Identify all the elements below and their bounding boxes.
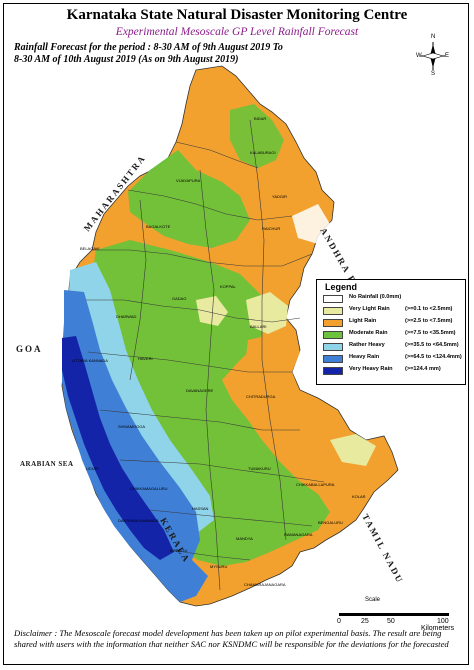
district-bidar: BIDAR: [254, 116, 266, 121]
map-frame: [3, 3, 469, 665]
compass-south: S: [431, 71, 436, 77]
scale-tick: 25: [361, 618, 369, 625]
legend-label: Rather Heavy: [349, 342, 385, 348]
legend-title: Legend: [325, 282, 358, 292]
scale-label: Scale: [365, 597, 381, 603]
zone-very-light-3: [330, 434, 376, 466]
zone-very-light-2: [196, 296, 228, 326]
district-ramanagara: RAMANAGARA: [284, 532, 313, 537]
page-title: Karnataka State Natural Disaster Monitor…: [66, 7, 408, 23]
zone-heavy: [62, 290, 208, 602]
legend-label: Very Light Rain: [349, 306, 390, 312]
label-arabian-sea: ARABIAN SEA: [20, 460, 74, 468]
zone-moderate-northeast: [230, 104, 284, 168]
legend-row: Heavy Rain (>=64.5 to <124.4mm): [323, 354, 463, 364]
legend-row: Very Heavy Rain (>=124.4 mm): [323, 366, 463, 376]
district-kalaburagi: KALABURAGI: [250, 150, 276, 155]
scale-unit: Kilometers: [421, 625, 455, 632]
district-uttara-kannada: UTTARA KANNADA: [72, 358, 108, 363]
district-dharwad: DHARWAD: [116, 314, 137, 319]
district-yadgir: YADGIR: [272, 194, 287, 199]
legend-label: Light Rain: [349, 318, 377, 324]
legend-row: No Rainfall (0.0mm): [323, 294, 463, 304]
district-hassan: HASSAN: [192, 506, 209, 511]
legend-range: (>=64.5 to <124.4mm): [405, 354, 462, 360]
scale-bar: Scale 0 25 50 100 Kilometers: [325, 597, 465, 635]
legend-range: (>=0.1 to <2.5mm): [405, 306, 453, 312]
forecast-period: Rainfall Forecast for the period : 8-30 …: [14, 42, 314, 66]
district-haveri: HAVERI: [138, 356, 153, 361]
legend-range: (>=7.5 to <35.5mm): [405, 330, 456, 336]
district-udupi: UDUPI: [86, 466, 98, 471]
district-chitradurga: CHITRADURGA: [246, 394, 276, 399]
legend-label: Heavy Rain: [349, 354, 380, 360]
legend: Legend No Rainfall (0.0mm) Very Light Ra…: [316, 279, 466, 385]
compass-north: N: [431, 34, 436, 40]
district-kolar: KOLAR: [352, 494, 366, 499]
district-chamarajanagara: CHAMARAJANAGARA: [244, 582, 286, 587]
legend-swatch: [323, 355, 343, 363]
district-bengaluru: BENGALURU: [318, 520, 343, 525]
district-boundaries: [86, 119, 325, 591]
zone-very-light-4: [292, 204, 330, 244]
label-tamil-nadu: TAMIL NADU: [360, 512, 405, 585]
legend-range: (>=2.5 to <7.5mm): [405, 318, 453, 324]
legend-swatch: [323, 343, 343, 351]
district-mysuru: MYSURU: [210, 564, 227, 569]
district-shivamogga: SHIVAMOGGA: [118, 424, 145, 429]
district-vijayapura: VIJAYAPURA: [176, 178, 201, 183]
scale-tick: 100: [437, 618, 449, 625]
district-kodagu: KODAGU: [170, 548, 187, 553]
page-subtitle: Experimental Mesoscale GP Level Rainfall…: [115, 26, 359, 38]
scale-bar-line: [339, 613, 449, 616]
district-tumakuru: TUMAKURU: [248, 466, 271, 471]
district-chikkaballapura: CHIKKABALLAPURA: [296, 482, 335, 487]
legend-swatch: [323, 307, 343, 315]
legend-swatch: [323, 331, 343, 339]
compass-rose-icon: [421, 42, 445, 70]
district-chikkamagaluru: CHIKKAMAGALURU: [130, 486, 168, 491]
district-davanagere: DAVANAGERE: [186, 388, 214, 393]
district-bagalkote: BAGALKOTE: [146, 224, 171, 229]
scale-tick: 0: [337, 618, 341, 625]
district-dakshina-kannada: DAKSHINA KANNADA: [118, 518, 159, 523]
label-goa: GOA: [16, 344, 43, 354]
legend-label: Very Heavy Rain: [349, 366, 393, 372]
compass-east: E: [445, 53, 450, 59]
legend-swatch: [323, 367, 343, 375]
compass-west: W: [416, 53, 422, 59]
legend-row: Moderate Rain (>=7.5 to <35.5mm): [323, 330, 463, 340]
legend-row: Very Light Rain (>=0.1 to <2.5mm): [323, 306, 463, 316]
legend-row: Light Rain (>=2.5 to <7.5mm): [323, 318, 463, 328]
zone-very-light-1: [246, 292, 288, 334]
forecast-period-line1: Rainfall Forecast for the period : 8-30 …: [14, 42, 283, 53]
legend-label: No Rainfall (0.0mm): [349, 294, 402, 300]
sea-area: [4, 70, 64, 610]
forecast-period-line2: 8-30 AM of 10th August 2019 (As on 9th A…: [14, 54, 239, 65]
district-mandya: MANDYA: [236, 536, 253, 541]
legend-range: (>=35.5 to <64.5mm): [405, 342, 459, 348]
disclaimer: Disclaimer : The Mesoscale forecast mode…: [14, 628, 449, 649]
zone-moderate-north: [128, 150, 250, 248]
district-ballari: BALLARI: [250, 324, 266, 329]
district-gadag: GADAG: [172, 296, 186, 301]
scale-tick: 50: [387, 618, 395, 625]
district-belagavi: BELAGAVI: [80, 246, 100, 251]
compass: N S W E: [416, 34, 450, 78]
district-raichur: RAICHUR: [262, 226, 280, 231]
legend-swatch: [323, 295, 343, 303]
zone-very-heavy: [62, 336, 174, 560]
legend-swatch: [323, 319, 343, 327]
legend-range: (>=124.4 mm): [405, 366, 441, 372]
district-koppal: KOPPAL: [220, 284, 236, 289]
zone-rather-heavy: [68, 262, 214, 534]
legend-label: Moderate Rain: [349, 330, 388, 336]
district-labels: BIDAR KALABURAGI VIJAYAPURA YADGIR BAGAL…: [72, 116, 366, 587]
legend-row: Rather Heavy (>=35.5 to <64.5mm): [323, 342, 463, 352]
zone-light-east: [244, 330, 344, 440]
